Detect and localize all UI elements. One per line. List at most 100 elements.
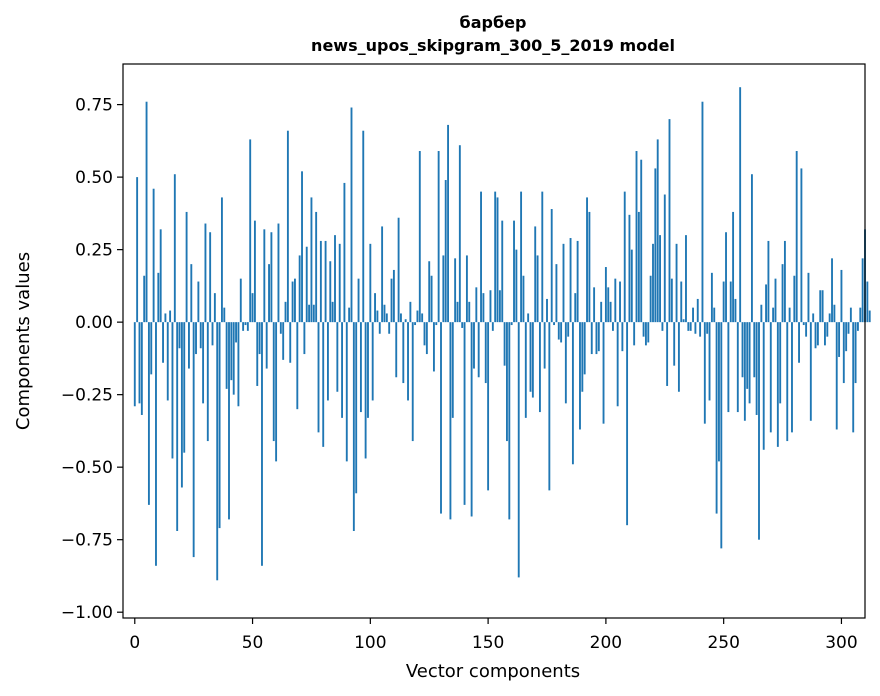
bar xyxy=(557,322,560,340)
bar xyxy=(169,310,172,323)
bar xyxy=(564,322,567,404)
bar xyxy=(567,322,570,337)
y-axis: 0.75 0.50 0.25 0.00 −0.25 −0.50 −0.75 −1.00 xyxy=(61,96,123,623)
bar xyxy=(637,211,640,323)
bar xyxy=(489,290,492,323)
x-tick-label: 250 xyxy=(707,633,739,653)
bar xyxy=(503,322,506,366)
bar xyxy=(404,319,407,323)
bar xyxy=(581,322,584,392)
bar xyxy=(228,322,230,520)
bar xyxy=(673,322,676,366)
bar xyxy=(282,322,285,360)
bar xyxy=(793,275,796,323)
bar xyxy=(522,275,525,323)
bar xyxy=(812,313,815,323)
bar xyxy=(272,322,275,442)
bar xyxy=(204,223,207,323)
bar xyxy=(715,322,718,514)
bar xyxy=(816,322,819,346)
bar xyxy=(602,322,605,424)
bar xyxy=(277,223,280,323)
bar xyxy=(225,322,228,389)
x-axis-label: Vector components xyxy=(406,661,580,682)
bar xyxy=(456,301,459,323)
bar xyxy=(296,322,299,410)
bar xyxy=(510,322,513,326)
bar xyxy=(477,322,480,378)
bar xyxy=(527,313,530,323)
bar xyxy=(223,307,226,323)
bar xyxy=(828,313,831,323)
bar xyxy=(397,217,400,323)
bar xyxy=(755,322,758,415)
bar xyxy=(774,278,777,323)
bar xyxy=(633,322,636,346)
bar xyxy=(164,313,167,323)
bar xyxy=(758,322,760,540)
bar xyxy=(268,264,270,323)
bar xyxy=(538,322,541,413)
bar xyxy=(317,322,320,433)
bar xyxy=(402,322,405,384)
bar xyxy=(199,322,202,349)
bar xyxy=(392,269,395,323)
bar xyxy=(835,322,838,430)
bar xyxy=(840,269,843,323)
bar xyxy=(239,278,242,323)
bar xyxy=(529,322,532,392)
bar xyxy=(216,322,219,581)
bar xyxy=(253,220,256,323)
bar xyxy=(218,322,221,529)
bar xyxy=(741,322,744,378)
bar xyxy=(437,151,440,323)
bar xyxy=(213,293,216,323)
bar xyxy=(534,226,537,323)
bar xyxy=(682,319,685,323)
bar xyxy=(661,322,664,331)
bar xyxy=(138,322,141,404)
bar xyxy=(541,191,544,323)
bar xyxy=(357,278,360,323)
bar xyxy=(506,322,508,442)
bar xyxy=(772,307,775,323)
bar xyxy=(369,243,372,323)
bar xyxy=(140,322,143,415)
bar xyxy=(376,310,379,323)
y-tick-label: 0.75 xyxy=(75,96,113,116)
bar xyxy=(560,322,563,343)
bar xyxy=(171,322,174,459)
bar xyxy=(440,322,442,514)
bar xyxy=(421,313,424,323)
bar xyxy=(666,322,669,386)
bar xyxy=(642,322,645,337)
bar xyxy=(390,278,393,323)
bar xyxy=(795,151,798,323)
bar xyxy=(444,180,447,323)
bar xyxy=(802,322,805,326)
bar xyxy=(473,322,475,369)
bar xyxy=(725,232,727,323)
bar xyxy=(258,322,261,355)
x-tick-label: 0 xyxy=(129,633,140,653)
bar xyxy=(195,322,197,355)
bar xyxy=(623,191,626,323)
bar xyxy=(246,322,249,331)
bar xyxy=(729,281,732,323)
bar xyxy=(694,322,697,334)
bar xyxy=(265,322,268,369)
bar xyxy=(856,322,859,331)
bar xyxy=(286,130,289,323)
bar xyxy=(612,322,614,331)
bar xyxy=(675,243,678,323)
bar xyxy=(173,174,176,323)
bar xyxy=(319,240,322,323)
bar xyxy=(722,281,725,323)
bar xyxy=(866,281,869,323)
bar xyxy=(468,301,471,323)
bar xyxy=(555,264,558,323)
bar xyxy=(621,322,624,352)
bar xyxy=(614,278,617,323)
bar xyxy=(197,281,200,323)
bar xyxy=(791,322,793,433)
